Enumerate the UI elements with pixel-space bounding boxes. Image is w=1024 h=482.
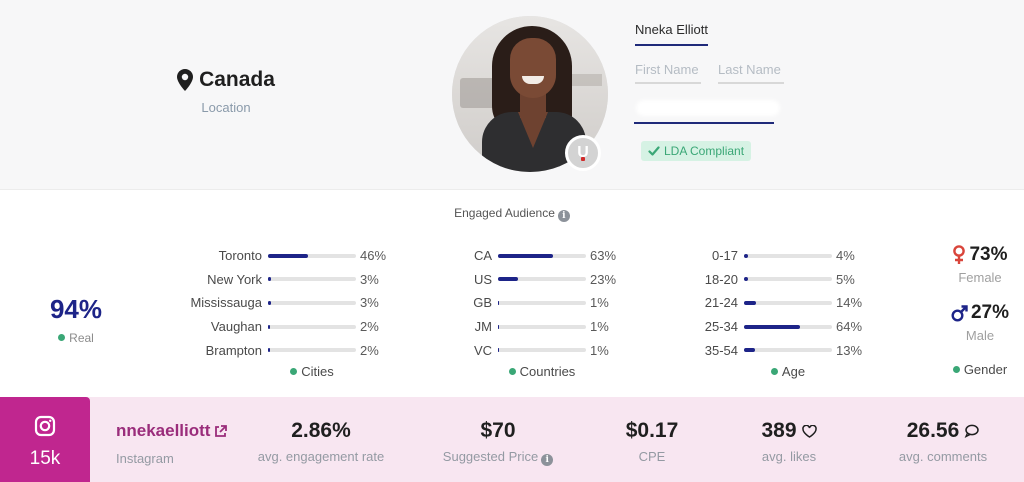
cpe-stat: $0.17 CPE (625, 419, 679, 464)
city-row: Toronto 46% (218, 248, 387, 264)
cities-legend: Cities (180, 364, 356, 379)
city-row: New York 3% (207, 271, 379, 287)
comment-bubble-icon (964, 424, 980, 438)
city-row: Vaughan 2% (210, 319, 379, 335)
age-row: 21-24 14% (704, 295, 863, 311)
country-row: GB 1% (473, 295, 609, 311)
external-link-icon[interactable] (214, 424, 228, 438)
instagram-icon (34, 415, 56, 437)
instagram-handle-link[interactable]: nnekaelliott (116, 421, 211, 440)
engaged-audience-title: Engaged Audience i (0, 206, 1024, 222)
full-name-field[interactable]: Nneka Elliott (635, 22, 708, 46)
country-row: US 23% (473, 271, 617, 287)
info-icon[interactable]: i (557, 210, 570, 222)
avg-comments-stat: 26.56 avg. comments (898, 419, 988, 464)
age-row: 0-17 4% (711, 248, 855, 264)
avatar-platform-badge: U (565, 135, 601, 171)
real-followers-block: 94% Real (30, 294, 122, 345)
last-name-input[interactable]: Last Name (718, 62, 784, 84)
engagement-rate-stat: 2.86% avg. engagement rate (257, 419, 385, 464)
age-breakdown: 0-17 4% 18-20 5% 21-24 14% 25-34 64% 35-54 13… (690, 244, 862, 379)
avg-likes-stat: 389 avg. likes (761, 419, 817, 464)
profile-header: Canada Location U Nneka Elliott First Na… (0, 0, 1024, 190)
female-symbol-icon (953, 245, 966, 264)
suggested-price-stat: $70 Suggested Price i (432, 419, 564, 466)
city-row: Mississauga 3% (190, 295, 379, 311)
age-row: 18-20 5% (704, 271, 855, 287)
redacted-value (636, 100, 780, 116)
countries-breakdown: CA 63% US 23% GB 1% JM 1% VC 1% Countries (460, 244, 616, 379)
lda-compliant-badge: LDA Compliant (641, 141, 752, 161)
follower-count: 15k (29, 448, 61, 469)
countries-legend: Countries (460, 364, 586, 379)
stats-bar: 15k nnekaelliott Instagram 2.86% avg. en… (0, 397, 1024, 482)
heart-icon (801, 424, 817, 438)
location-block: Canada Location (150, 68, 302, 115)
location-label: Location (201, 100, 251, 115)
first-name-input[interactable]: First Name (635, 62, 701, 84)
female-stat: 73% Female (935, 244, 1024, 302)
age-row: 25-34 64% (704, 319, 863, 335)
cities-breakdown: Toronto 46% New York 3% Mississauga 3% Vaug… (180, 244, 386, 379)
country-row: CA 63% (473, 248, 617, 264)
gender-breakdown: 73% Female 27% Male Gender (935, 244, 1024, 377)
map-pin-icon (177, 69, 194, 91)
country-row: VC 1% (473, 342, 609, 358)
country-row: JM 1% (474, 319, 609, 335)
real-percentage: 94% (49, 294, 103, 324)
info-icon[interactable]: i (541, 454, 554, 466)
age-row: 35-54 13% (704, 342, 863, 358)
legend-dot (952, 366, 960, 373)
male-stat: 27% Male (935, 302, 1024, 360)
city-row: Brampton 2% (205, 342, 379, 358)
legend-dot (508, 367, 516, 375)
gender-legend: Gender (935, 362, 1024, 377)
checkmark-icon (648, 146, 660, 156)
instagram-platform-tile[interactable]: 15k (0, 397, 90, 482)
age-legend: Age (690, 364, 832, 379)
legend-dot (770, 367, 778, 375)
avatar (452, 16, 608, 172)
location-name: Canada (199, 68, 275, 91)
legend-dot (290, 367, 298, 375)
legend-dot (58, 334, 66, 341)
male-symbol-icon (951, 304, 968, 322)
handle-block: nnekaelliott Instagram (116, 421, 228, 466)
email-input[interactable] (634, 98, 780, 124)
